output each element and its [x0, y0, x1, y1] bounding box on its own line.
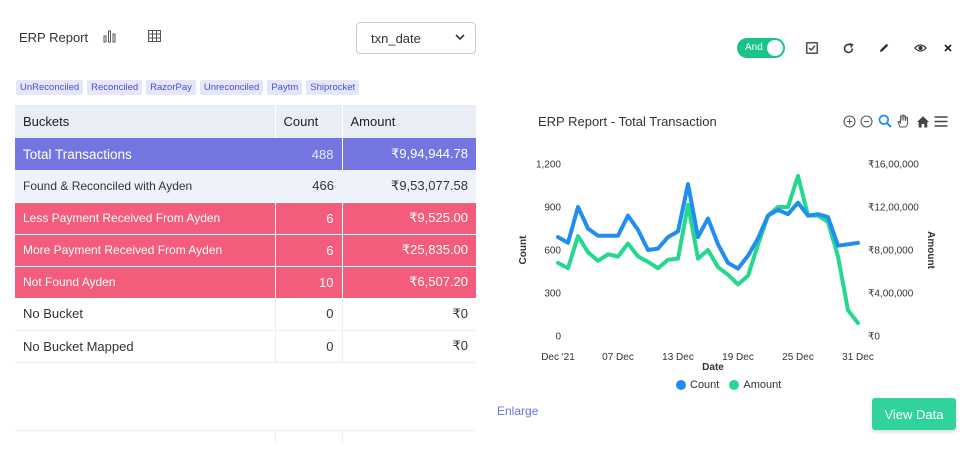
pencil-icon[interactable] [876, 40, 892, 56]
bucket-name: No Bucket Mapped [15, 330, 275, 363]
bucket-count: 0 [274, 298, 342, 331]
filter-chip[interactable]: Unreconciled [199, 80, 264, 95]
filter-chips: UnReconciled Reconciled RazorPay Unrecon… [16, 80, 360, 95]
toggle-label: And [745, 42, 763, 53]
bucket-count: 6 [274, 201, 342, 234]
bucket-count: 0 [274, 330, 342, 363]
bucket-count: 10 [274, 265, 342, 298]
bucket-name: Less Payment Received From Ayden [15, 201, 275, 234]
legend-dot [729, 380, 740, 390]
chart-legend: Count Amount [676, 379, 781, 391]
bucket-amount: ₹0 [341, 298, 476, 331]
y-tick-label: 600 [544, 246, 561, 257]
column-header-buckets[interactable]: Buckets [15, 105, 275, 138]
filter-chip[interactable]: Shiprocket [306, 80, 360, 95]
filter-chip[interactable]: Paytm [267, 80, 303, 95]
filter-chip[interactable]: UnReconciled [16, 80, 84, 95]
bucket-amount: ₹9,53,077.58 [342, 170, 476, 202]
chart-title: ERP Report - Total Transaction [538, 114, 717, 129]
legend-dot [676, 380, 686, 390]
report-title: ERP Report [19, 30, 89, 45]
column-divider [275, 431, 276, 443]
y-tick-label: 0 [555, 332, 561, 343]
table-row[interactable]: Less Payment Received From Ayden 6 ₹9,52… [15, 201, 476, 234]
table-row[interactable]: Total Transactions 488 ₹9,94,944.78 [15, 138, 476, 170]
bar-chart-icon[interactable] [102, 28, 118, 44]
table-row[interactable]: More Payment Received From Ayden 6 ₹25,8… [15, 233, 476, 266]
x-tick-label: 13 Dec [662, 352, 694, 363]
bucket-count: 466 [275, 170, 342, 202]
y-tick-label: 1,200 [536, 160, 561, 171]
filter-chip[interactable]: RazorPay [146, 80, 196, 95]
bucket-name: More Payment Received From Ayden [15, 233, 275, 266]
y-tick-label: 900 [544, 203, 561, 214]
column-header-count[interactable]: Count [274, 105, 342, 138]
y2-tick-label: ₹12,00,000 [868, 203, 919, 214]
bucket-count: 488 [275, 138, 342, 170]
chevron-down-icon [455, 32, 465, 45]
x-tick-label: Dec '21 [541, 352, 575, 363]
reset-home-icon[interactable] [916, 114, 930, 128]
series-line-count[interactable] [556, 182, 860, 271]
buckets-table: Buckets Count Amount Total Transactions … [15, 105, 476, 363]
table-footer-divider [15, 430, 476, 443]
table-icon[interactable] [146, 28, 162, 44]
y2-tick-label: ₹16,00,000 [868, 160, 919, 171]
close-icon[interactable] [940, 40, 956, 56]
x-tick-label: 19 Dec [722, 352, 754, 363]
table-header-row: Buckets Count Amount [15, 105, 476, 138]
date-field-select[interactable]: txn_date [356, 22, 476, 54]
y-axis-label: Count [518, 235, 529, 265]
menu-icon[interactable] [934, 114, 948, 128]
transaction-line-chart: 0 300 600 900 1,200 ₹0 ₹4,00,000 ₹8,00,000 ₹12,… [518, 160, 936, 374]
table-row[interactable]: No Bucket 0 ₹0 [15, 298, 476, 331]
filter-chip[interactable]: Reconciled [87, 80, 143, 95]
table-row[interactable]: Found & Reconciled with Ayden 466 ₹9,53,… [15, 170, 476, 202]
bucket-amount: ₹25,835.00 [341, 233, 476, 266]
and-toggle[interactable]: And [737, 38, 785, 58]
view-data-button[interactable]: View Data [872, 398, 956, 430]
bucket-name: Total Transactions [15, 138, 275, 170]
enlarge-link[interactable]: Enlarge [497, 404, 539, 418]
y2-tick-label: ₹4,00,000 [868, 289, 914, 300]
x-tick-label: 25 Dec [782, 352, 814, 363]
bucket-amount: ₹0 [341, 330, 476, 363]
refresh-icon[interactable] [840, 40, 856, 56]
zoom-out-icon[interactable] [859, 114, 873, 128]
bucket-count: 6 [274, 233, 342, 266]
bucket-name: Not Found Ayden [15, 265, 275, 298]
y-tick-label: 300 [544, 289, 561, 300]
bucket-name: No Bucket [15, 298, 275, 331]
selection-zoom-icon[interactable] [878, 114, 892, 128]
bucket-name: Found & Reconciled with Ayden [15, 170, 275, 202]
select-value: txn_date [371, 30, 421, 46]
bucket-amount: ₹9,94,944.78 [341, 138, 476, 170]
y2-tick-label: ₹8,00,000 [868, 246, 914, 257]
x-tick-label: 07 Dec [602, 352, 634, 363]
eye-icon[interactable] [912, 40, 928, 56]
y2-axis-label: Amount [925, 231, 936, 269]
legend-item-count[interactable]: Count [676, 379, 719, 391]
bucket-amount: ₹9,525.00 [341, 201, 476, 234]
column-header-amount[interactable]: Amount [341, 105, 476, 138]
legend-label: Amount [743, 379, 782, 391]
column-divider [342, 431, 343, 443]
table-row[interactable]: Not Found Ayden 10 ₹6,507.20 [15, 265, 476, 298]
legend-item-amount[interactable]: Amount [729, 379, 781, 391]
x-axis-label: Date [702, 362, 724, 373]
y2-tick-label: ₹0 [868, 332, 880, 343]
table-row[interactable]: No Bucket Mapped 0 ₹0 [15, 330, 476, 363]
bucket-amount: ₹6,507.20 [341, 265, 476, 298]
pan-hand-icon[interactable] [896, 114, 910, 128]
legend-label: Count [690, 379, 720, 391]
zoom-in-icon[interactable] [842, 114, 856, 128]
series-line-amount[interactable] [556, 173, 860, 326]
x-tick-label: 31 Dec [842, 352, 874, 363]
toggle-knob [767, 40, 783, 56]
check-square-icon[interactable] [804, 40, 820, 56]
